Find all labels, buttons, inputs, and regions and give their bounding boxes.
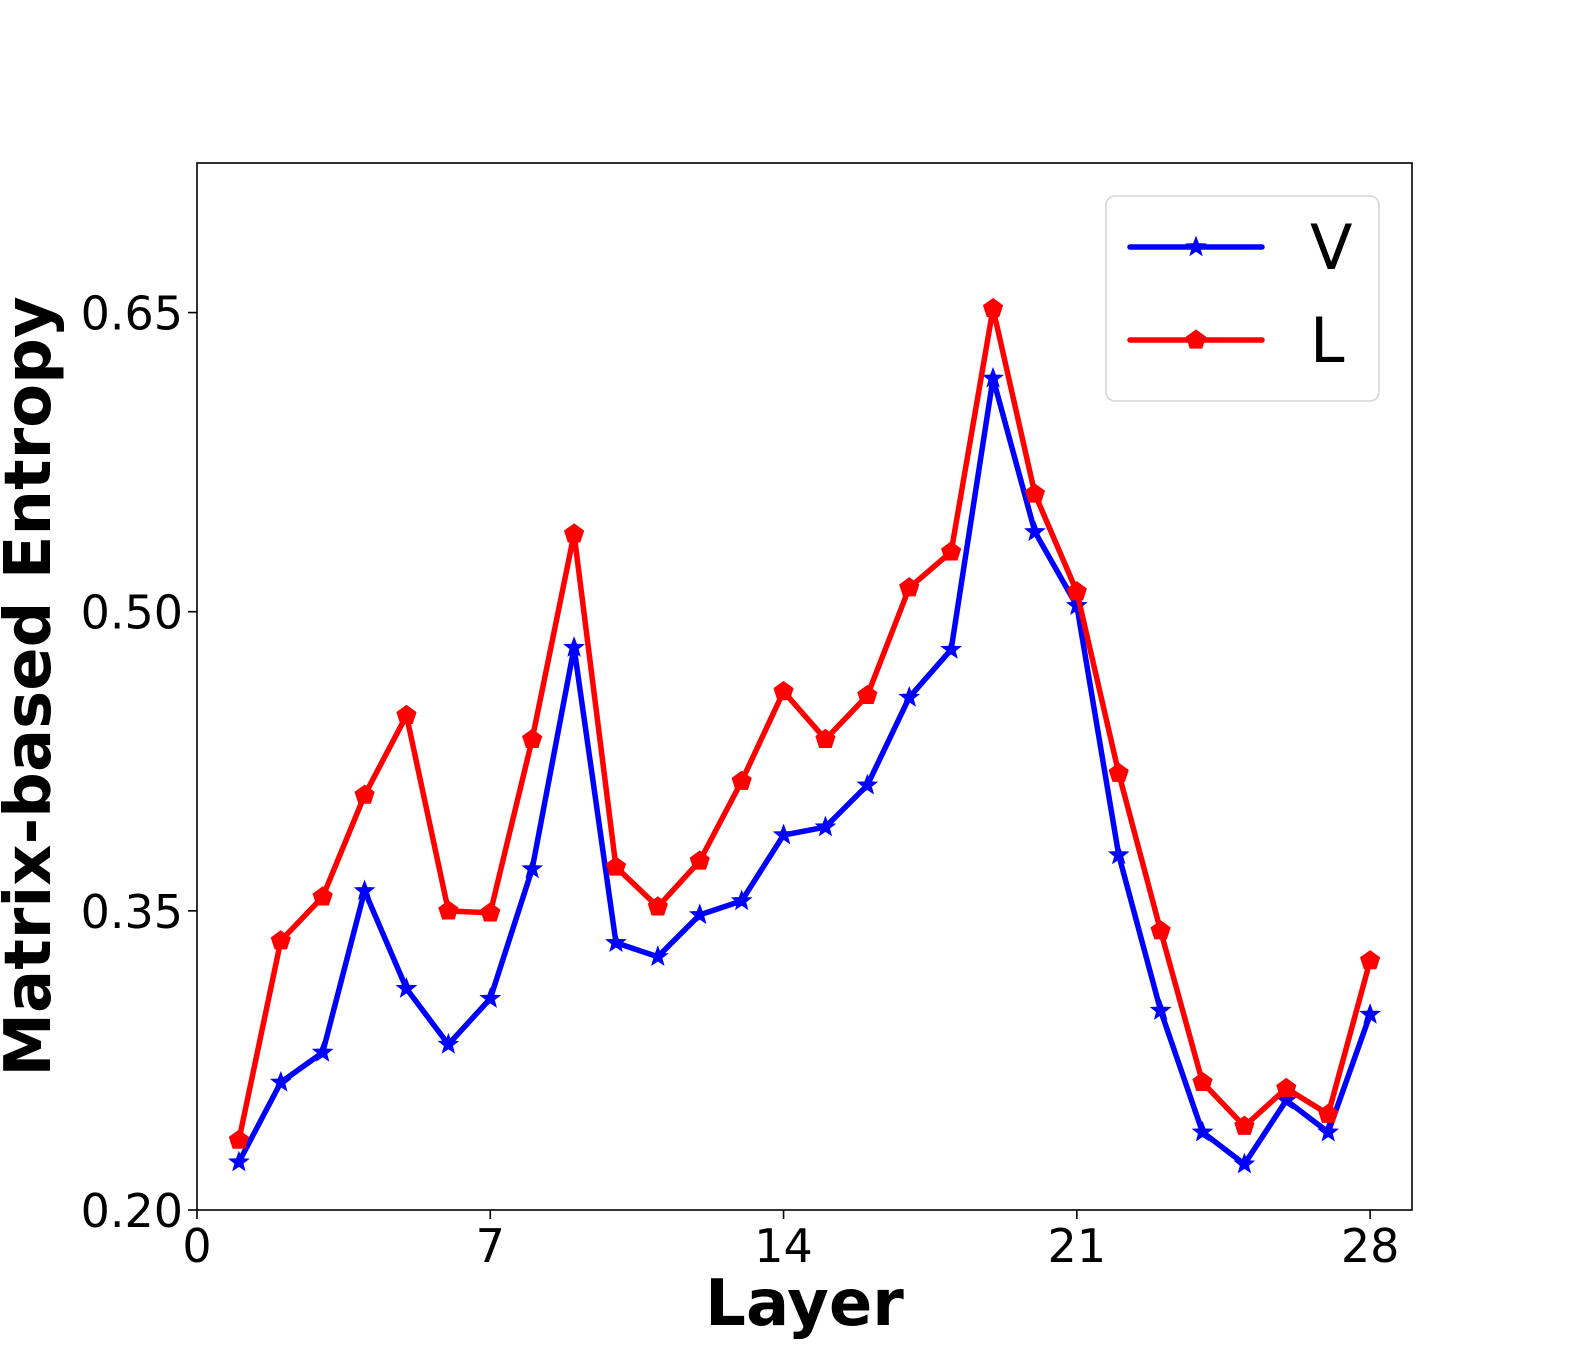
data-point-V (1191, 1120, 1214, 1142)
data-point-V (898, 686, 921, 707)
data-point-L (228, 1129, 249, 1149)
data-point-V (1359, 1003, 1381, 1024)
y-tick-label: 0.65 (81, 287, 183, 341)
data-point-L (1234, 1115, 1255, 1135)
y-tick-label: 0.35 (81, 885, 183, 939)
legend: VL (1105, 195, 1380, 402)
y-tick-label: 0.20 (81, 1184, 183, 1238)
data-point-V (688, 903, 711, 925)
data-point-L (857, 684, 878, 705)
data-point-L (647, 896, 668, 916)
y-tick-label: 0.50 (81, 586, 183, 640)
x-tick-label: 7 (476, 1219, 505, 1273)
legend-item-V: V (1127, 211, 1352, 284)
legend-label-V: V (1310, 211, 1352, 284)
y-axis-title: Matrix-based Entropy (0, 296, 66, 1076)
data-point-L (1360, 950, 1381, 970)
data-point-V (605, 931, 627, 953)
data-point-V (563, 636, 585, 657)
data-point-L (522, 728, 543, 748)
data-point-V (1065, 594, 1088, 615)
data-point-L (605, 856, 627, 876)
data-point-L (773, 680, 794, 701)
data-point-V (228, 1150, 250, 1172)
data-point-V (1024, 520, 1046, 542)
legend-marker-L (1185, 329, 1207, 349)
data-point-L (1024, 483, 1046, 503)
data-point-V (1317, 1120, 1340, 1142)
x-tick-label: 28 (1341, 1219, 1400, 1273)
y-axis: 0.20 0.35 0.50 0.65 (81, 287, 197, 1238)
data-point-V (1149, 999, 1172, 1020)
data-point-V (1233, 1152, 1256, 1174)
data-point-L (438, 900, 459, 920)
data-point-L (1066, 581, 1087, 601)
data-point-V (982, 366, 1004, 388)
data-point-V (521, 857, 544, 879)
data-point-L (815, 728, 836, 748)
data-point-L (270, 930, 291, 950)
data-point-V (269, 1070, 292, 1092)
series-line-L (236, 305, 1373, 1143)
data-point-L (982, 297, 1004, 318)
data-point-L (941, 541, 962, 561)
series-layer (228, 297, 1381, 1174)
data-point-V (353, 879, 376, 901)
data-point-V (814, 815, 837, 837)
data-point-L (689, 850, 710, 870)
data-point-V (646, 945, 669, 966)
x-axis-title: Layer (705, 1267, 904, 1341)
data-point-V (479, 987, 502, 1008)
data-point-L (899, 577, 920, 597)
x-tick-label: 21 (1048, 1219, 1107, 1273)
x-axis: 0 7 14 21 28 (182, 1210, 1399, 1273)
data-point-L (563, 523, 585, 543)
data-point-L (1192, 1071, 1213, 1091)
data-point-V (437, 1033, 460, 1054)
series-L (228, 297, 1381, 1149)
data-point-L (1276, 1077, 1297, 1097)
x-tick-label: 0 (182, 1219, 211, 1273)
data-point-L (731, 770, 752, 790)
data-point-L (354, 784, 375, 804)
plot-frame (196, 162, 1413, 1211)
data-point-V (311, 1041, 334, 1062)
legend-marker-V (1185, 235, 1207, 257)
data-point-V (772, 823, 795, 845)
data-point-V (1107, 843, 1130, 865)
data-point-L (480, 902, 501, 922)
series-V (228, 366, 1381, 1174)
data-point-L (1318, 1103, 1339, 1123)
x-tick-label: 14 (754, 1219, 813, 1273)
data-point-V (856, 773, 879, 795)
data-point-L (1150, 920, 1171, 940)
legend-label-L: L (1310, 304, 1345, 377)
data-point-V (940, 638, 963, 659)
data-point-L (396, 704, 417, 725)
data-point-V (730, 889, 753, 911)
data-point-L (312, 886, 333, 906)
series-line-V (236, 375, 1373, 1167)
data-point-V (395, 977, 418, 998)
legend-item-L: L (1127, 304, 1345, 377)
data-point-L (1108, 762, 1129, 782)
